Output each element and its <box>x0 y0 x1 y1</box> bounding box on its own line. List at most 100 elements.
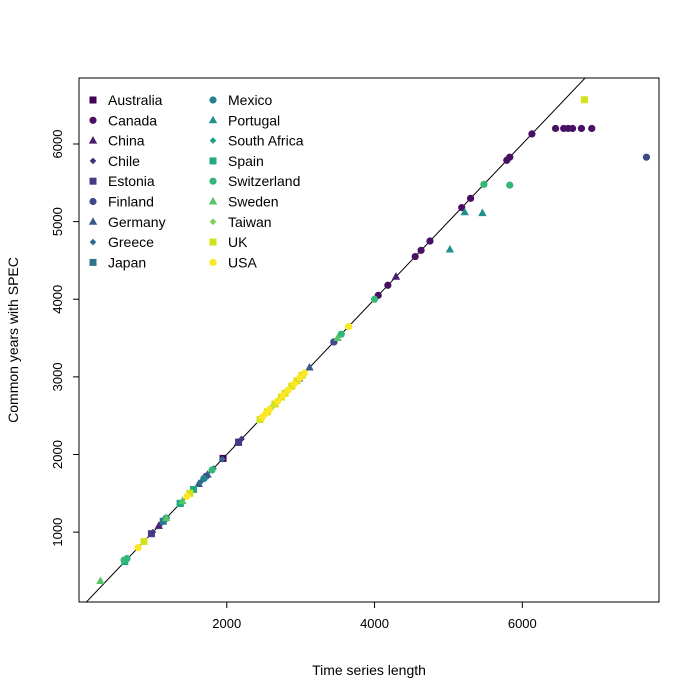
data-point-switzerland <box>337 330 345 338</box>
legend-item-greece: Greece <box>89 234 154 250</box>
data-point-uk <box>271 400 279 408</box>
data-point-usa <box>266 405 274 414</box>
y-tick-label: 4000 <box>50 285 65 314</box>
data-point-sweden <box>333 333 342 342</box>
series-canada <box>330 124 596 346</box>
data-point-estonia <box>235 438 243 446</box>
legend-marker <box>89 157 97 165</box>
legend-marker <box>89 96 97 104</box>
data-point-china <box>391 272 401 280</box>
legend-item-estonia: Estonia <box>89 173 155 189</box>
legend-item-canada: Canada <box>89 112 157 128</box>
legend-item-chile: Chile <box>89 153 140 169</box>
legend-item-taiwan: Taiwan <box>209 214 272 230</box>
legend-label: USA <box>228 254 257 270</box>
legend-label: South Africa <box>228 133 304 149</box>
legend-marker <box>89 177 97 185</box>
data-point-switzerland <box>208 466 216 474</box>
data-point-usa <box>284 386 292 394</box>
data-point-switzerland <box>123 554 131 563</box>
legend-item-portugal: Portugal <box>208 112 280 128</box>
legend-item-south-africa: South Africa <box>209 133 304 149</box>
legend-label: Japan <box>108 254 146 270</box>
legend-marker <box>88 217 98 225</box>
legend-item-sweden: Sweden <box>208 194 279 210</box>
legend-item-mexico: Mexico <box>209 92 273 108</box>
series-estonia <box>147 438 243 538</box>
y-tick-label: 2000 <box>50 440 65 469</box>
legend-item-spain: Spain <box>209 153 264 169</box>
x-axis: 2000 4000 6000 <box>212 602 537 631</box>
legend: Australia Canada China Chile Estonia Finland G… <box>88 92 304 270</box>
legend-label: Portugal <box>228 112 280 128</box>
legend-marker <box>209 258 217 266</box>
legend-item-finland: Finland <box>89 194 154 210</box>
legend-marker <box>89 238 97 246</box>
data-point-japan <box>159 517 167 525</box>
legend-label: Greece <box>108 234 154 250</box>
data-point-sweden <box>161 513 171 522</box>
data-point-usa <box>300 369 308 377</box>
data-point-canada <box>466 194 475 202</box>
data-point-uk <box>293 377 301 385</box>
y-tick-label: 3000 <box>50 362 65 391</box>
data-point-usa <box>345 322 353 331</box>
legend-item-switzerland: Switzerland <box>209 173 300 189</box>
legend-item-japan: Japan <box>89 254 146 270</box>
x-axis-label: Time series length <box>312 662 426 678</box>
data-point-canada <box>426 237 434 245</box>
data-point-spain <box>190 485 198 493</box>
legend-label: Switzerland <box>228 173 300 189</box>
data-point-mexico <box>200 474 208 483</box>
data-point-canada <box>551 124 560 133</box>
identity-reference-line <box>85 78 586 602</box>
y-tick-label: 5000 <box>50 207 65 236</box>
series-usa <box>134 322 353 552</box>
legend-item-germany: Germany <box>88 214 166 230</box>
x-tick-label: 2000 <box>212 616 241 631</box>
legend-marker <box>209 177 217 185</box>
data-point-canada <box>568 124 577 133</box>
data-point-uk <box>140 537 148 545</box>
y-axis-label: Common years with SPEC <box>5 257 21 423</box>
legend-label: Finland <box>108 194 154 210</box>
legend-item-uk: UK <box>209 234 248 250</box>
series-portugal <box>445 207 487 253</box>
legend-label: Taiwan <box>228 214 272 230</box>
legend-marker <box>209 238 217 246</box>
reference-line-layer <box>85 78 586 602</box>
data-point-usa <box>183 492 191 501</box>
legend-marker <box>88 136 98 144</box>
legend-label: Germany <box>108 214 166 230</box>
legend-marker <box>208 196 218 205</box>
legend-label: Sweden <box>228 194 279 210</box>
legend-marker <box>89 258 97 266</box>
legend-marker <box>208 115 218 124</box>
data-point-canada <box>458 204 466 212</box>
data-point-estonia <box>147 530 155 538</box>
data-point-usa <box>134 544 142 552</box>
data-point-sweden <box>178 496 187 505</box>
data-point-sweden <box>96 576 105 585</box>
points-layer <box>96 96 651 585</box>
legend-marker <box>209 96 217 104</box>
legend-marker <box>209 157 217 165</box>
legend-label: Spain <box>228 153 264 169</box>
data-point-canada <box>528 130 536 138</box>
plot-frame <box>78 77 660 603</box>
legend-label: China <box>108 133 145 149</box>
x-tick-label: 4000 <box>360 616 389 631</box>
data-point-canada <box>506 153 514 161</box>
legend-label: Canada <box>108 112 157 128</box>
data-point-germany <box>305 362 314 371</box>
data-point-canada <box>384 281 392 289</box>
x-tick-label: 6000 <box>508 616 537 631</box>
data-point-usa <box>274 397 282 405</box>
legend-marker <box>209 137 217 144</box>
legend-label: Mexico <box>228 92 273 108</box>
legend-label: Chile <box>108 153 140 169</box>
data-point-canada <box>417 246 425 254</box>
data-point-greece <box>196 479 204 486</box>
data-point-canada <box>577 124 586 133</box>
